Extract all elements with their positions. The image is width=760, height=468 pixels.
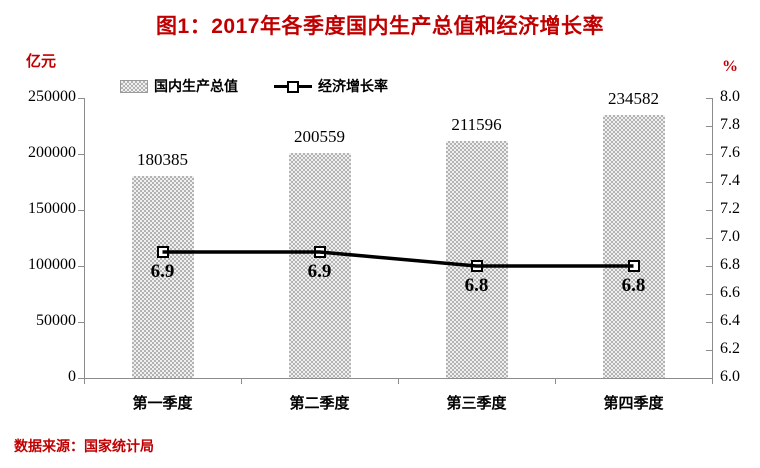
category-label: 第二季度 <box>289 395 350 412</box>
right-axis-tick <box>706 182 712 183</box>
right-axis-tick-label: 6.6 <box>720 284 740 301</box>
x-axis-tick <box>84 378 85 384</box>
right-axis-tick <box>706 154 712 155</box>
gdp-bar <box>131 175 194 378</box>
right-axis-tick-label: 6.0 <box>720 368 740 385</box>
growth-value-label: 6.8 <box>464 275 489 296</box>
left-axis-tick <box>78 322 84 323</box>
left-axis-line <box>84 98 85 379</box>
x-axis-tick <box>241 378 242 384</box>
right-axis-tick-label: 6.4 <box>720 312 740 329</box>
bar-pattern-swatch-icon <box>120 79 148 93</box>
right-axis-tick-label: 7.0 <box>720 228 740 245</box>
gdp-bar <box>288 153 351 378</box>
right-axis-tick <box>706 238 712 239</box>
left-axis-tick <box>78 210 84 211</box>
growth-line-series <box>162 250 634 268</box>
right-axis-tick <box>706 266 712 267</box>
legend-label-growth: 经济增长率 <box>318 78 388 94</box>
right-axis-tick-label: 7.6 <box>720 144 740 161</box>
left-axis-tick <box>78 266 84 267</box>
right-axis-tick-label: 6.2 <box>720 340 740 357</box>
growth-value-label: 6.9 <box>307 261 332 282</box>
right-axis-tick-label: 8.0 <box>720 88 740 105</box>
right-axis-unit-label: % <box>722 58 738 75</box>
left-axis-unit-label: 亿元 <box>26 53 57 70</box>
gdp-bar-value-label: 234582 <box>608 89 659 109</box>
growth-value-label: 6.9 <box>150 261 175 282</box>
growth-value-label: 6.8 <box>621 275 646 296</box>
right-axis-tick <box>706 350 712 351</box>
left-axis-tick <box>78 98 84 99</box>
right-axis-tick <box>706 294 712 295</box>
left-axis-tick-label: 50000 <box>36 312 76 329</box>
gdp-bar <box>602 115 665 378</box>
right-axis-tick-label: 6.8 <box>720 256 740 273</box>
left-axis-tick <box>78 378 84 379</box>
right-axis-tick <box>706 98 712 99</box>
legend-item-growth: 经济增长率 <box>274 76 388 96</box>
right-axis-tick <box>706 322 712 323</box>
right-axis-tick <box>706 126 712 127</box>
left-axis-tick-label: 250000 <box>28 88 76 105</box>
x-axis-tick <box>398 378 399 384</box>
category-label: 第三季度 <box>446 395 507 412</box>
category-label: 第一季度 <box>132 395 193 412</box>
source-note: 数据来源：国家统计局 <box>14 438 154 454</box>
right-axis-tick <box>706 378 712 379</box>
legend-label-gdp: 国内生产总值 <box>154 78 238 94</box>
right-axis-tick-label: 7.8 <box>720 116 740 133</box>
gdp-bar-value-label: 200559 <box>294 127 345 147</box>
legend-item-gdp: 国内生产总值 <box>120 76 238 96</box>
left-axis-tick-label: 200000 <box>28 144 76 161</box>
legend: 国内生产总值 经济增长率 <box>120 76 388 96</box>
left-axis-tick <box>78 154 84 155</box>
right-axis-tick-label: 7.2 <box>720 200 740 217</box>
gdp-bar-value-label: 180385 <box>137 149 188 169</box>
left-axis-tick-label: 100000 <box>28 256 76 273</box>
left-axis-tick-label: 0 <box>68 368 76 385</box>
gdp-bar-value-label: 211596 <box>451 115 502 134</box>
gdp-bar <box>445 141 508 378</box>
right-axis-line <box>712 98 713 379</box>
category-label: 第四季度 <box>603 395 664 412</box>
line-marker-swatch-icon <box>274 80 312 93</box>
left-axis-tick-label: 150000 <box>28 200 76 217</box>
right-axis-tick-label: 7.4 <box>720 172 740 189</box>
right-axis-tick <box>706 210 712 211</box>
x-axis-tick <box>712 378 713 384</box>
x-axis-tick <box>555 378 556 384</box>
chart-title: 图1：2017年各季度国内生产总值和经济增长率 <box>156 15 604 38</box>
